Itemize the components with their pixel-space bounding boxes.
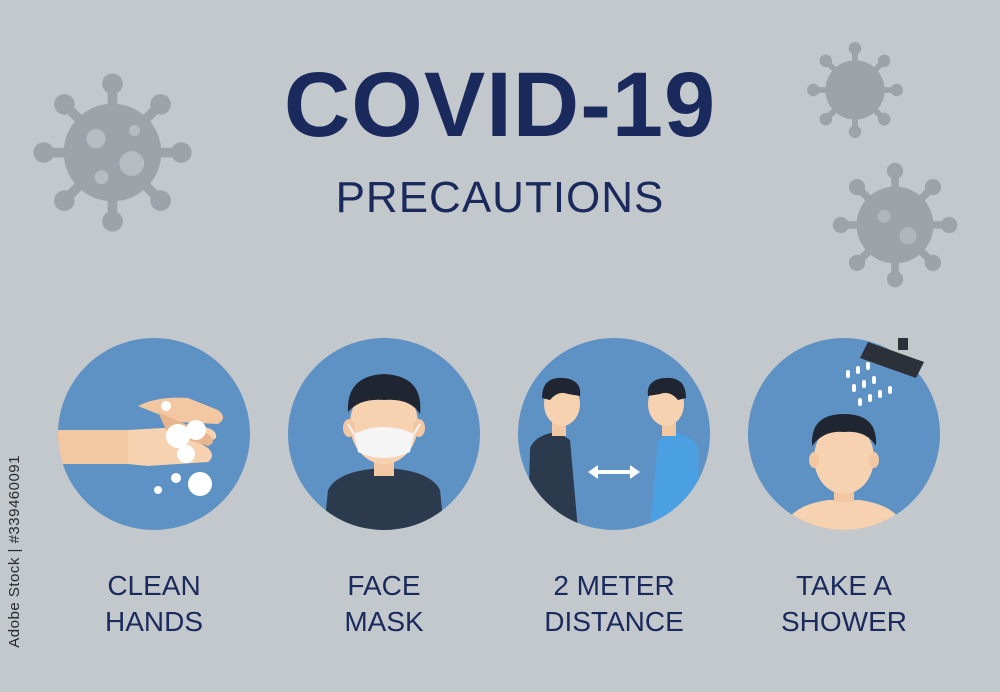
page-subtitle: PRECAUTIONS bbox=[335, 173, 665, 222]
precaution-label-clean-hands: CLEAN HANDS bbox=[44, 568, 264, 640]
hand-washing-icon bbox=[58, 338, 250, 530]
shower-icon bbox=[748, 338, 940, 530]
label-line: CLEAN bbox=[107, 570, 201, 601]
page-title: COVID-19 bbox=[283, 54, 717, 156]
face-mask-icon bbox=[288, 338, 480, 530]
virus-icon bbox=[807, 42, 903, 138]
virus-icon bbox=[33, 73, 192, 232]
label-line: FACE bbox=[347, 570, 421, 601]
precaution-label-shower: TAKE A SHOWER bbox=[734, 568, 954, 640]
social-distance-icon bbox=[518, 338, 710, 530]
label-line: 2 METER bbox=[553, 570, 675, 601]
label-line: TAKE A bbox=[796, 570, 892, 601]
precaution-label-face-mask: FACE MASK bbox=[274, 568, 494, 640]
label-line: MASK bbox=[344, 606, 424, 637]
precaution-label-distance: 2 METER DISTANCE bbox=[504, 568, 724, 640]
stock-id-watermark: Adobe Stock | #339460091 bbox=[6, 455, 23, 648]
label-line: DISTANCE bbox=[544, 606, 684, 637]
label-line: SHOWER bbox=[781, 606, 907, 637]
virus-icon bbox=[832, 162, 958, 288]
label-line: HANDS bbox=[104, 606, 203, 637]
